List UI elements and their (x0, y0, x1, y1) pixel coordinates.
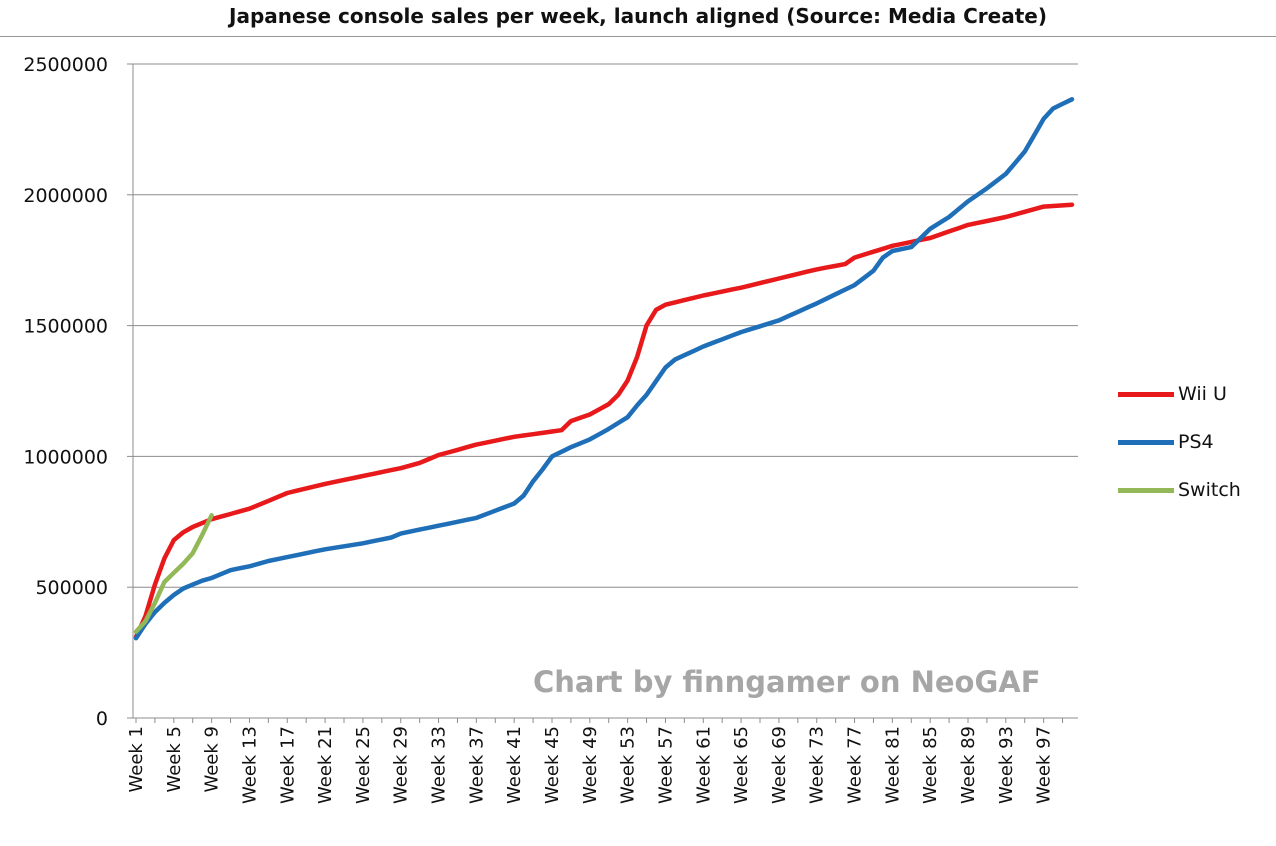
legend-item-ps4: PS4 (1118, 428, 1268, 476)
x-tick-label: Week 97 (1034, 726, 1055, 804)
x-tick-label: Week 53 (618, 726, 639, 804)
legend-label: Wii U (1178, 383, 1227, 405)
legend-swatch-switch (1118, 488, 1174, 493)
x-tick-label: Week 25 (353, 726, 374, 804)
x-tick-label: Week 93 (996, 726, 1017, 804)
series-line-ps4 (133, 97, 1075, 641)
x-tick-label: Week 85 (920, 726, 941, 804)
x-tick-label: Week 9 (202, 726, 223, 793)
x-tick-label: Week 21 (315, 726, 336, 804)
y-tick-label: 1500000 (23, 316, 108, 338)
x-tick-label: Week 33 (429, 726, 450, 804)
x-tick-label: Week 65 (731, 726, 752, 804)
legend-label: Switch (1178, 479, 1241, 501)
y-tick-label: 500000 (35, 577, 108, 599)
title-divider (0, 36, 1276, 37)
x-tick-label: Week 73 (807, 726, 828, 804)
y-axis-ticks: 0 500000 1000000 1500000 2000000 2500000 (23, 54, 133, 730)
legend-swatch-wii-u (1118, 392, 1174, 397)
x-axis: Week 1 Week 5 Week 9 Week 13 Week 17 Week 21 W… (126, 64, 1078, 804)
x-tick-label: Week 49 (580, 726, 601, 804)
x-tick-label: Week 89 (958, 726, 979, 804)
legend-label: PS4 (1178, 431, 1214, 453)
x-tick-label: Week 45 (542, 726, 563, 804)
y-tick-label: 1000000 (23, 446, 108, 468)
series-line-switch (133, 513, 214, 634)
x-tick-label: Week 77 (845, 726, 866, 804)
watermark: Chart by finngamer on NeoGAF (533, 665, 1041, 699)
x-tick-label: Week 61 (693, 726, 714, 804)
x-tick-label: Week 13 (239, 726, 260, 804)
series-line-wii-u (133, 202, 1075, 640)
y-tick-label: 2500000 (23, 54, 108, 76)
series-lines (133, 97, 1075, 641)
x-tick-label: Week 37 (466, 726, 487, 804)
x-tick-label: Week 41 (504, 726, 525, 804)
x-tick-label: Week 17 (277, 726, 298, 804)
legend: Wii U PS4 Switch (1118, 380, 1268, 524)
x-tick-label: Week 69 (769, 726, 790, 804)
x-tick-label: Week 29 (391, 726, 412, 804)
y-tick-label: 2000000 (23, 185, 108, 207)
x-tick-label: Week 5 (164, 726, 185, 793)
y-tick-label: 0 (96, 708, 108, 730)
legend-item-wii-u: Wii U (1118, 380, 1268, 428)
x-tick-label: Week 81 (882, 726, 903, 804)
x-tick-label: Week 1 (126, 726, 147, 793)
legend-item-switch: Switch (1118, 476, 1268, 524)
gridlines (133, 63, 1078, 588)
legend-swatch-ps4 (1118, 440, 1174, 445)
chart-title: Japanese console sales per week, launch … (229, 4, 1047, 28)
x-tick-label: Week 57 (655, 726, 676, 804)
